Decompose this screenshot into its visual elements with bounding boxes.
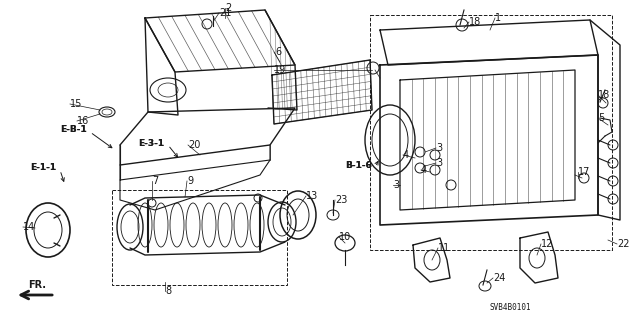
Text: B-1-6: B-1-6 <box>345 160 372 169</box>
Text: E-3-1: E-3-1 <box>138 138 164 147</box>
Bar <box>370 15 612 250</box>
Text: 10: 10 <box>339 232 351 242</box>
Text: 11: 11 <box>438 243 451 253</box>
Text: 4: 4 <box>421 165 427 175</box>
Bar <box>112 190 287 285</box>
Text: 1: 1 <box>495 13 501 23</box>
Text: 4: 4 <box>403 150 409 160</box>
Text: FR.: FR. <box>28 280 46 290</box>
Text: 17: 17 <box>578 167 590 177</box>
Text: 19: 19 <box>274 65 286 75</box>
Text: E-B-1: E-B-1 <box>60 125 87 135</box>
Text: 24: 24 <box>493 273 506 283</box>
Text: 23: 23 <box>335 195 348 205</box>
Text: 8: 8 <box>165 286 171 296</box>
Text: 12: 12 <box>541 239 554 249</box>
Text: E-1-1: E-1-1 <box>30 164 56 173</box>
Text: 2: 2 <box>225 3 231 13</box>
Text: SVB4B0101: SVB4B0101 <box>490 303 532 312</box>
Text: 15: 15 <box>70 99 83 109</box>
Text: 9: 9 <box>187 176 193 186</box>
Text: 14: 14 <box>23 222 35 232</box>
Text: 18: 18 <box>598 90 611 100</box>
Text: 21: 21 <box>219 8 232 18</box>
Text: 6: 6 <box>275 47 281 57</box>
Text: 22: 22 <box>617 239 630 249</box>
Text: 20: 20 <box>188 140 200 150</box>
Text: E-1-1: E-1-1 <box>30 164 56 173</box>
Text: 3: 3 <box>393 180 399 190</box>
Text: 16: 16 <box>77 116 89 126</box>
Text: E-B-1: E-B-1 <box>60 125 87 135</box>
Text: 13: 13 <box>306 191 318 201</box>
Text: 5: 5 <box>598 113 604 123</box>
Text: 3: 3 <box>436 158 442 168</box>
Text: 3: 3 <box>436 143 442 153</box>
Text: 7: 7 <box>152 176 158 186</box>
Text: E-3-1: E-3-1 <box>138 138 164 147</box>
Text: B-1-6: B-1-6 <box>345 160 372 169</box>
Text: 18: 18 <box>469 17 481 27</box>
